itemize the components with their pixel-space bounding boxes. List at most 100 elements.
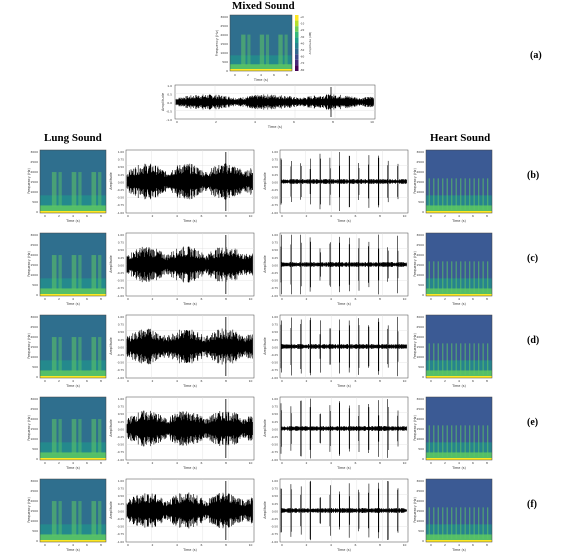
waveform-xlabel: Time (s) [182,548,197,552]
spectrogram-heartbeat-stripe [469,507,471,539]
spectrogram-heartbeat-stripe [482,178,484,210]
heart-sound-heading: Heart Sound [430,132,491,144]
waveform-xlabel: Time (s) [336,384,351,388]
spectrogram-ytick: 2000 [416,499,424,503]
spectrogram-xtick: 0 [430,379,432,383]
waveform-xlabel: Time (s) [336,548,351,552]
spectrogram-ytick: 500 [32,529,38,533]
spectrogram-ytick: 1000 [30,437,38,441]
waveform-ytick: 0.50 [118,494,124,498]
waveform-ytick: -0.25 [271,517,278,521]
spectrogram-heartbeat-stripe [482,343,484,375]
waveform-xtick: 2 [152,297,154,301]
waveform-ytick: 0.75 [118,241,124,245]
spectrogram-ytick: 3000 [416,233,424,237]
waveform-ytick: 1.00 [118,150,124,154]
spectrogram-ytick: 500 [222,60,228,64]
spectrogram-ylabel: Frequency (Hz) [413,497,417,523]
spectrogram-heartbeat-stripe [478,425,480,457]
waveform-xtick: 0 [127,461,129,465]
waveform-ytick: -0.25 [117,271,124,275]
spectrogram-heartbeat-stripe [455,178,457,210]
spectrogram-xtick: 6 [86,297,88,301]
spectrogram-heartbeat-stripe [455,507,457,539]
spectrogram-breath-burst [58,255,62,290]
row-label: (d) [527,335,540,346]
waveform-ytick: 0.00 [118,180,124,184]
spectrogram-ytick: 500 [418,283,424,287]
waveform-xtick: 6 [201,379,203,383]
spectrogram-heartbeat-stripe [451,343,453,375]
spectrogram-frame [229,14,293,72]
waveform-xtick: 6 [355,379,357,383]
waveform-ytick: -0.75 [117,286,124,290]
waveform-ytick: 0.75 [118,405,124,409]
spectrogram-heartbeat-stripe [460,261,462,293]
spectrogram-ylabel: Frequency (Hz) [27,251,31,277]
spectrogram-ytick: 1500 [416,180,424,184]
waveform-ytick: -0.50 [271,525,278,529]
waveform-ytick: 0.00 [272,263,278,267]
spectrogram-heartbeat-stripe [433,425,435,457]
spectrogram-xtick: 8 [486,379,488,383]
waveform-ytick: 1.00 [272,479,278,483]
colorbar-segment [295,26,299,32]
waveform-xtick: 6 [201,461,203,465]
spectrogram-ytick: 500 [32,283,38,287]
spectrogram-heartbeat-stripe [442,425,444,457]
spectrogram-frame [39,314,107,379]
waveform-ytick: 0.25 [272,256,278,260]
spectrogram-ytick: 2500 [416,407,424,411]
waveform-ytick: -0.50 [117,279,124,283]
spectrogram-breath-burst [78,419,82,454]
waveform-ylabel: Amplitude [161,93,165,111]
waveform-xtick: 0 [127,214,129,218]
waveform-trace [175,94,374,110]
spectrogram-xtick: 6 [472,543,474,547]
colorbar-segment [295,54,299,60]
waveform-xtick: 2 [152,214,154,218]
waveform-ytick: -0.75 [117,532,124,536]
spectrogram-breath-burst [71,172,77,207]
waveform-xtick: 2 [215,120,217,124]
waveform-ytick: -1.00 [271,294,278,298]
spectrogram-energy-band [426,205,492,213]
spectrogram-heartbeat-stripe [464,507,466,539]
spectrogram-xtick: 6 [86,379,88,383]
waveform-xtick: 6 [355,461,357,465]
waveform-xtick: 0 [281,461,283,465]
waveform-xtick: 8 [225,543,227,547]
waveform-ytick: 0.25 [272,502,278,506]
spectrogram-breath-burst [91,501,97,536]
waveform-xtick: 10 [249,461,253,465]
waveform-trace [280,234,407,295]
waveform-xtick: 8 [379,543,381,547]
waveform-ytick: -0.25 [117,435,124,439]
spectrogram-heartbeat-stripe [486,425,489,457]
spectrogram-floor [426,294,492,296]
spectrogram-ytick: 0 [36,457,38,461]
spectrogram-xtick: 4 [260,73,262,77]
waveform-ytick: -1.00 [271,458,278,462]
spectrogram-breath-burst [78,337,82,372]
spectrogram-heartbeat-stripe [428,507,430,539]
spectrogram-heartbeat-stripe [478,507,480,539]
spectrogram-xtick: 0 [430,214,432,218]
row-label: (e) [527,417,539,428]
waveform-ytick: -1.00 [117,294,124,298]
waveform-xtick: 2 [306,214,308,218]
waveform-ytick: 0.00 [272,345,278,349]
spectrogram-breath-burst [58,501,62,536]
spectrogram-ytick: 2500 [30,325,38,329]
spectrogram-energy-band [230,64,292,71]
waveform-xlabel: Time (s) [182,466,197,470]
spectrogram-ytick: 2000 [220,33,228,37]
waveform-xtick: 10 [403,379,407,383]
waveform-xtick: 2 [306,543,308,547]
colorbar-tick: -20 [300,28,305,32]
waveform-ytick: 0.75 [272,241,278,245]
waveform-ytick: -1.00 [117,540,124,544]
